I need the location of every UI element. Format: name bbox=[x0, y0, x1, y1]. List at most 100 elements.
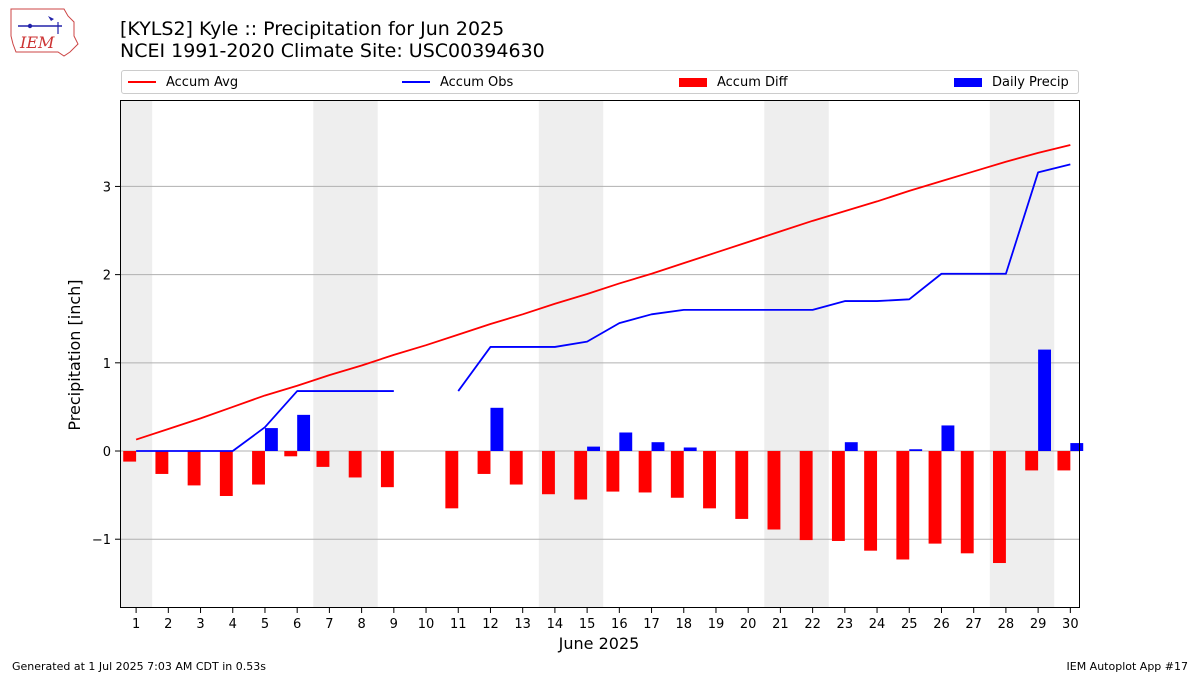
x-tick-label: 6 bbox=[293, 617, 301, 632]
accum-diff-bar-day-8 bbox=[348, 451, 362, 478]
x-tick-label: 29 bbox=[1030, 617, 1047, 632]
daily-precip-bar-day-18 bbox=[683, 447, 697, 452]
y-tick-label: −1 bbox=[92, 533, 111, 548]
legend-label-accum-obs: Accum Obs bbox=[440, 74, 514, 90]
accum-diff-bar-day-29 bbox=[1025, 451, 1039, 471]
accum-diff-bar-day-27 bbox=[960, 451, 974, 554]
x-tick-label: 11 bbox=[450, 617, 467, 632]
x-tick-label: 15 bbox=[579, 617, 596, 632]
accum-diff-bar-day-4 bbox=[219, 451, 233, 496]
daily-precip-bar-day-12 bbox=[490, 407, 504, 452]
x-tick-label: 23 bbox=[837, 617, 854, 632]
accum-diff-bar-day-19 bbox=[703, 451, 716, 509]
x-tick-label: 1 bbox=[132, 617, 140, 632]
x-tick-label: 2 bbox=[164, 617, 172, 632]
x-tick-label: 13 bbox=[514, 617, 531, 632]
x-tick-label: 14 bbox=[547, 617, 564, 632]
weekend-shade-day-29 bbox=[1022, 100, 1055, 608]
legend-swatch-accum-obs bbox=[402, 81, 430, 83]
x-tick-label: 26 bbox=[933, 617, 950, 632]
y-tick-label: 0 bbox=[103, 445, 111, 460]
x-tick-label: 3 bbox=[196, 617, 204, 632]
accum-diff-bar-day-13 bbox=[509, 451, 523, 485]
accum-avg-line-segment-0 bbox=[135, 144, 1071, 441]
legend-swatch-daily-precip bbox=[954, 77, 982, 87]
legend-item-accum-avg: Accum Avg bbox=[128, 71, 238, 93]
x-tick-label: 16 bbox=[611, 617, 628, 632]
legend-item-daily-precip: Daily Precip bbox=[954, 71, 1069, 93]
chart-subtitle: NCEI 1991-2020 Climate Site: USC00394630 bbox=[120, 40, 545, 62]
y-tick-label: 3 bbox=[103, 180, 111, 195]
y-tick-label: 2 bbox=[103, 269, 111, 284]
accum-obs-line-segment-0 bbox=[136, 390, 394, 452]
x-tick-label: 12 bbox=[482, 617, 499, 632]
accum-diff-bar-day-5 bbox=[252, 451, 265, 485]
iem-logo: IEM bbox=[10, 8, 79, 57]
legend-item-accum-diff: Accum Diff bbox=[679, 71, 788, 93]
y-axis-label: Precipitation [inch] bbox=[65, 279, 84, 430]
accum-diff-bar-day-2 bbox=[155, 451, 169, 474]
legend: Accum Avg Accum Obs Accum Diff Daily Pre… bbox=[121, 70, 1079, 94]
x-tick-label: 5 bbox=[261, 617, 269, 632]
x-tick-label: 8 bbox=[357, 617, 365, 632]
accum-diff-bar-day-30 bbox=[1057, 451, 1071, 471]
accum-diff-bar-day-17 bbox=[638, 451, 652, 493]
accum-obs-line-segment-1 bbox=[457, 163, 1071, 392]
x-tick-label: 19 bbox=[708, 617, 725, 632]
legend-item-accum-obs: Accum Obs bbox=[402, 71, 513, 93]
weekend-shade-day-22 bbox=[796, 100, 829, 608]
app-label: IEM Autoplot App #17 bbox=[1066, 660, 1189, 673]
accum-diff-bar-day-21 bbox=[767, 451, 781, 530]
accum-diff-bar-day-16 bbox=[606, 451, 620, 492]
daily-precip-bar-day-5 bbox=[264, 428, 278, 452]
x-tick-label: 25 bbox=[901, 617, 918, 632]
weekend-shade-day-8 bbox=[345, 100, 378, 608]
weekend-shade-day-7 bbox=[313, 100, 346, 608]
x-tick-label: 28 bbox=[998, 617, 1015, 632]
x-tick-label: 9 bbox=[390, 617, 398, 632]
daily-precip-bar-day-17 bbox=[651, 442, 665, 452]
accum-diff-bar-day-11 bbox=[445, 451, 459, 509]
accum-diff-bar-day-22 bbox=[799, 451, 813, 541]
weekend-shade-day-15 bbox=[571, 100, 604, 608]
daily-precip-bar-day-23 bbox=[844, 442, 858, 452]
accum-diff-bar-day-9 bbox=[380, 451, 394, 488]
y-tick-label: 1 bbox=[103, 357, 111, 372]
legend-label-accum-avg: Accum Avg bbox=[166, 74, 239, 90]
generated-timestamp: Generated at 1 Jul 2025 7:03 AM CDT in 0… bbox=[12, 660, 266, 673]
weekend-shade-day-1 bbox=[120, 100, 153, 608]
x-tick-label: 24 bbox=[869, 617, 886, 632]
plot-frame bbox=[120, 100, 1080, 608]
x-tick-label: 4 bbox=[229, 617, 237, 632]
logo-text: IEM bbox=[19, 33, 55, 52]
weekend-shade-day-21 bbox=[764, 100, 797, 608]
weekend-shade-day-28 bbox=[989, 100, 1023, 608]
x-tick-label: 21 bbox=[772, 617, 789, 632]
accum-diff-bar-day-3 bbox=[187, 451, 201, 486]
daily-precip-bar-day-30 bbox=[1070, 443, 1084, 452]
daily-precip-bar-day-25 bbox=[909, 449, 923, 452]
daily-precip-bar-day-15 bbox=[587, 446, 600, 452]
accum-diff-bar-day-23 bbox=[831, 451, 845, 541]
accum-diff-bar-day-24 bbox=[864, 451, 878, 551]
x-axis-label: June 2025 bbox=[558, 634, 640, 653]
accum-diff-bar-day-6 bbox=[284, 451, 298, 457]
daily-precip-bar-day-6 bbox=[297, 414, 311, 452]
x-tick-label: 30 bbox=[1062, 617, 1079, 632]
legend-label-daily-precip: Daily Precip bbox=[992, 74, 1069, 90]
daily-precip-bar-day-26 bbox=[941, 425, 955, 452]
x-tick-label: 27 bbox=[965, 617, 982, 632]
legend-swatch-accum-avg bbox=[128, 81, 156, 83]
accum-diff-bar-day-12 bbox=[477, 451, 491, 474]
accum-diff-bar-day-15 bbox=[574, 451, 588, 500]
x-tick-label: 10 bbox=[418, 617, 435, 632]
chart-title: [KYLS2] Kyle :: Precipitation for Jun 20… bbox=[120, 18, 505, 40]
x-tick-label: 22 bbox=[804, 617, 821, 632]
legend-label-accum-diff: Accum Diff bbox=[717, 74, 788, 90]
accum-diff-bar-day-14 bbox=[542, 451, 555, 495]
daily-precip-bar-day-29 bbox=[1038, 349, 1052, 452]
accum-diff-bar-day-7 bbox=[316, 451, 330, 467]
legend-swatch-accum-diff bbox=[679, 77, 707, 87]
x-tick-label: 7 bbox=[325, 617, 333, 632]
